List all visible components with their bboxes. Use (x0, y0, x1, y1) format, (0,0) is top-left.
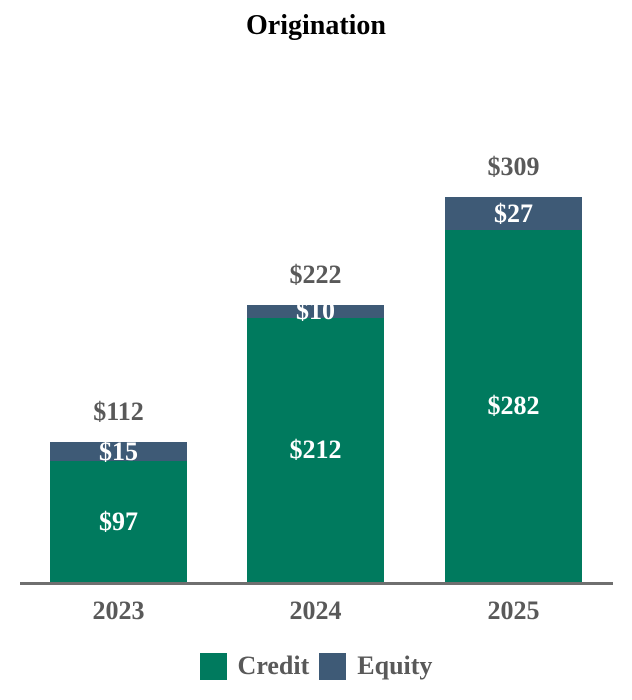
bar-segment-credit-2025: $282 (445, 230, 582, 582)
total-label-2025: $309 (487, 151, 540, 181)
x-axis-label-2024: 2024 (289, 596, 342, 625)
chart-title: Origination (245, 10, 386, 41)
total-label-2024: $222 (289, 260, 342, 290)
legend-label-credit: Credit (237, 651, 310, 680)
bar-segment-credit-2023: $97 (50, 461, 187, 582)
x-axis-line (20, 582, 613, 585)
legend-item-equity: Equity (319, 651, 432, 681)
credit-swatch-icon (199, 652, 227, 680)
bar-segment-equity-2024: $10 (247, 296, 384, 325)
legend-label-equity: Equity (357, 651, 433, 680)
legend-item-credit: Credit (199, 651, 310, 681)
bar-segment-credit-2024: $212 (247, 317, 384, 582)
equity-swatch-icon (319, 652, 347, 680)
bar-segment-equity-2025: $27 (445, 196, 582, 231)
x-axis-label-2023: 2023 (92, 596, 145, 625)
x-axis-label-2025: 2025 (487, 596, 540, 625)
bar-segment-equity-2023: $15 (50, 437, 187, 466)
legend: Credit Equity (0, 651, 632, 681)
total-label-2023: $112 (93, 397, 144, 427)
